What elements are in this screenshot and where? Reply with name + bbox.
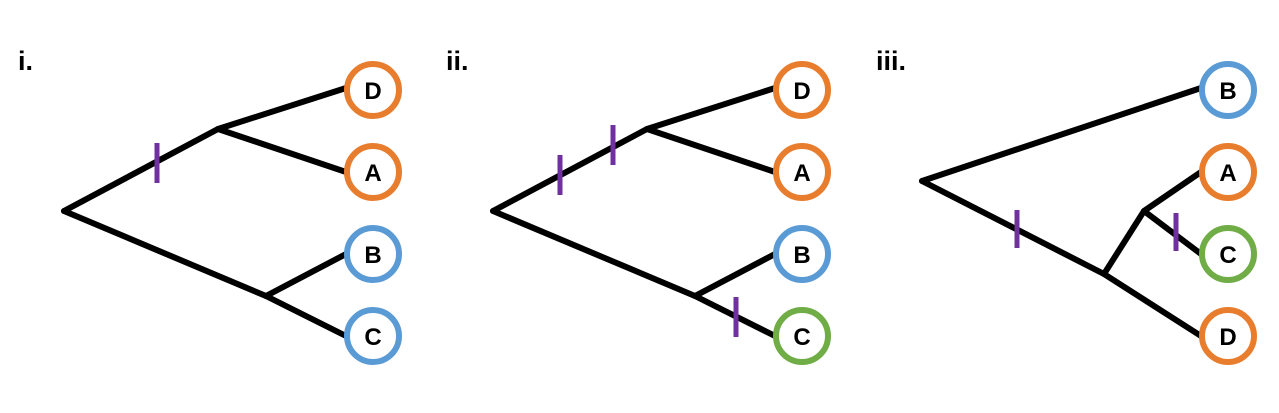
leaf-node: D — [344, 61, 402, 119]
leaf-node: A — [1199, 143, 1257, 201]
panel-ii: ii. D A B C — [446, 46, 831, 365]
leaf-label: B — [1219, 78, 1236, 105]
branch — [215, 126, 349, 175]
leaf-circle — [344, 143, 402, 201]
leaf-circle — [1199, 225, 1257, 283]
leaf-label: C — [364, 324, 381, 351]
branch — [1141, 169, 1204, 214]
panel-label-i: i. — [18, 46, 33, 76]
branch — [1101, 208, 1147, 277]
leaf-circle — [344, 307, 402, 365]
leaf-circle — [344, 225, 402, 283]
leaf-node: B — [344, 225, 402, 283]
branch — [1141, 208, 1204, 257]
leaf-node: D — [1199, 307, 1257, 365]
leaf-circle — [1199, 307, 1257, 365]
branch — [490, 126, 650, 214]
leaf-node: A — [344, 143, 402, 201]
leaf-node: C — [773, 307, 831, 365]
panel-i: i. D A B C — [18, 46, 402, 365]
leaf-label: A — [1219, 160, 1236, 187]
leaf-circle — [344, 61, 402, 119]
branch — [1101, 271, 1204, 339]
panel-iii: iii. B A C D — [876, 46, 1257, 365]
leaf-label: C — [1219, 242, 1236, 269]
leaf-label: B — [364, 242, 381, 269]
branch — [919, 178, 1107, 277]
leaf-node: B — [1199, 61, 1257, 119]
panel-label-iii: iii. — [876, 46, 906, 76]
leaf-circle — [773, 225, 831, 283]
branch — [490, 208, 698, 299]
leaf-circle — [1199, 61, 1257, 119]
leaf-circle — [773, 307, 831, 365]
branch — [263, 251, 349, 299]
leaf-node: D — [773, 61, 831, 119]
leaf-node: C — [1199, 225, 1257, 283]
branch — [61, 126, 221, 214]
leaf-circle — [773, 61, 831, 119]
leaf-label: C — [793, 324, 810, 351]
leaf-node: B — [773, 225, 831, 283]
branch — [263, 293, 349, 339]
branch — [919, 85, 1204, 184]
leaf-label: D — [1219, 324, 1236, 351]
leaf-label: D — [364, 78, 381, 105]
leaf-circle — [1199, 143, 1257, 201]
leaf-label: D — [793, 78, 810, 105]
leaf-label: B — [793, 242, 810, 269]
branch — [644, 126, 778, 175]
branch — [61, 208, 269, 299]
panel-label-ii: ii. — [446, 46, 469, 76]
leaf-node: A — [773, 143, 831, 201]
branch — [215, 85, 349, 132]
leaf-circle — [773, 143, 831, 201]
leaf-label: A — [793, 160, 810, 187]
branch — [644, 85, 778, 132]
leaf-node: C — [344, 307, 402, 365]
leaf-label: A — [364, 160, 381, 187]
branch — [692, 251, 778, 299]
